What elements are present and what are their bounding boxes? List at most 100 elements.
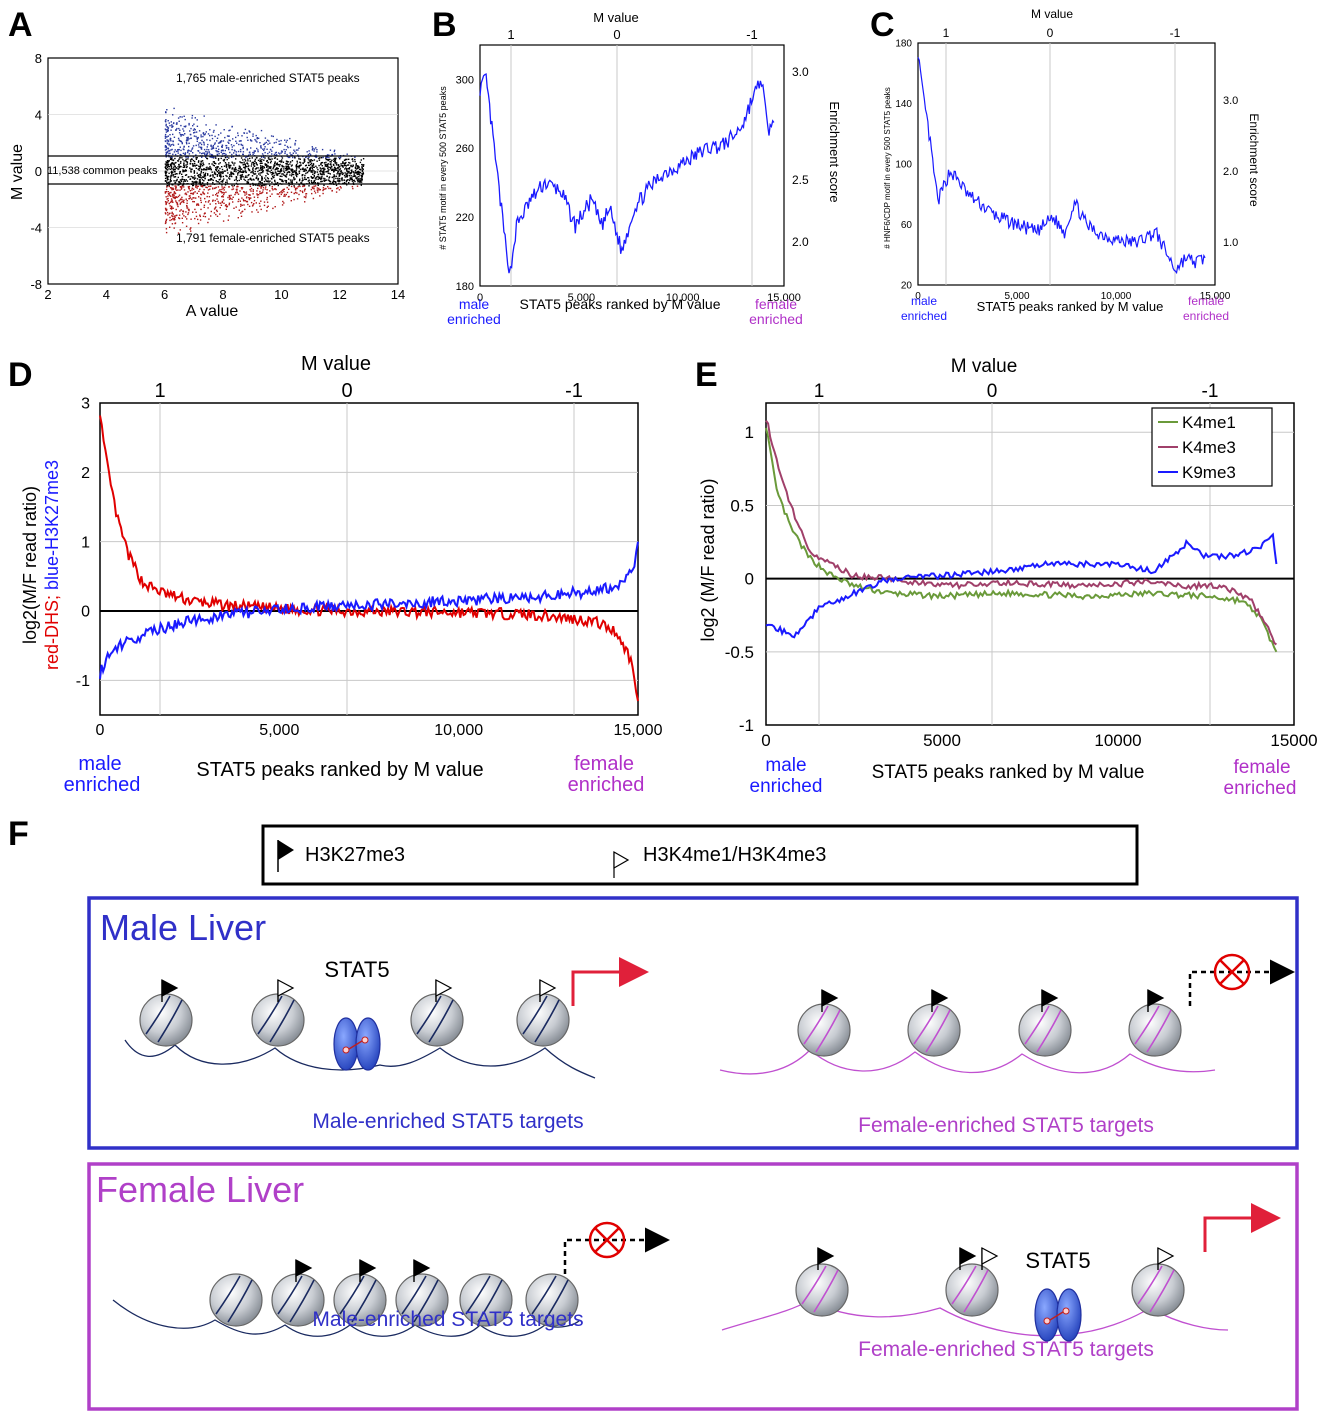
- a-point: [352, 160, 354, 162]
- nucleosome-dna-wrap: [913, 1005, 939, 1045]
- a-point: [257, 184, 259, 187]
- panel-a-ylabel: M value: [9, 144, 26, 200]
- a-point: [165, 221, 167, 224]
- a-point: [225, 204, 227, 207]
- a-point: [222, 175, 224, 178]
- a-point: [310, 160, 312, 162]
- a-point: [334, 158, 337, 161]
- a-point: [180, 160, 182, 163]
- a-point: [228, 202, 231, 204]
- a-point: [225, 153, 227, 156]
- a-point: [314, 171, 317, 173]
- a-point: [165, 111, 167, 113]
- a-point: [283, 190, 285, 193]
- a-point: [201, 163, 203, 165]
- a-point: [169, 139, 171, 141]
- a-point: [311, 146, 313, 148]
- a-point: [255, 177, 257, 180]
- a-point: [193, 192, 195, 194]
- a-point: [229, 197, 232, 200]
- panel-c-female-label: female: [1188, 294, 1224, 308]
- h3k27me3-flag-icon: [821, 989, 839, 1007]
- a-point: [333, 174, 335, 176]
- a-point: [300, 182, 302, 184]
- a-point: [193, 160, 196, 163]
- a-point: [323, 184, 325, 186]
- panel-e-xlabel: STAT5 peaks ranked by M value: [872, 762, 1145, 783]
- a-point: [177, 168, 179, 170]
- a-point: [210, 148, 213, 150]
- a-point: [174, 176, 177, 178]
- h3k27me3-flag-icon: [1147, 989, 1165, 1007]
- a-point: [283, 168, 285, 170]
- a-point: [253, 199, 256, 202]
- a-point: [168, 202, 171, 205]
- a-point: [281, 179, 284, 182]
- a-point: [242, 171, 244, 174]
- a-point: [272, 173, 274, 175]
- a-point: [283, 193, 286, 196]
- a-point: [208, 167, 210, 169]
- common-peaks-annotation: 11,538 common peaks: [47, 165, 158, 177]
- a-point: [322, 156, 324, 159]
- a-point: [244, 166, 246, 169]
- a-point: [267, 168, 269, 170]
- a-point: [189, 159, 192, 161]
- a-point: [360, 159, 362, 161]
- a-point: [263, 204, 266, 207]
- a-point: [278, 160, 281, 162]
- a-point: [227, 196, 229, 199]
- a-point: [195, 211, 197, 213]
- a-point: [172, 133, 174, 136]
- a-point: [192, 211, 194, 213]
- a-point: [223, 186, 225, 188]
- a-point: [277, 193, 280, 195]
- a-point: [173, 136, 176, 138]
- a-point: [206, 157, 208, 159]
- a-point: [207, 207, 209, 209]
- a-ytick-label: 8: [35, 51, 42, 66]
- a-point: [279, 178, 282, 181]
- a-point: [188, 153, 191, 155]
- filled-flag-icon: [277, 840, 294, 872]
- a-point: [175, 201, 178, 204]
- a-point: [214, 207, 216, 209]
- a-point: [179, 182, 182, 184]
- a-point: [223, 189, 225, 191]
- ytick-label: 220: [456, 212, 474, 224]
- a-point: [190, 137, 192, 140]
- a-point: [164, 137, 167, 139]
- a-point: [176, 180, 178, 182]
- a-point: [273, 142, 275, 144]
- a-point: [253, 196, 256, 198]
- a-point: [177, 160, 179, 162]
- panel-c-xlabel: STAT5 peaks ranked by M value: [977, 299, 1164, 314]
- series-line-0: [917, 57, 1206, 275]
- a-point: [216, 210, 218, 213]
- a-point: [359, 177, 361, 180]
- a-point: [354, 160, 356, 163]
- a-point: [334, 162, 336, 164]
- a-point: [219, 202, 222, 204]
- a-point: [192, 129, 195, 131]
- a-point: [249, 160, 251, 162]
- a-point: [200, 201, 202, 204]
- a-point: [213, 165, 215, 167]
- a-point: [337, 165, 340, 167]
- a-point: [195, 215, 198, 218]
- a-point: [276, 138, 278, 141]
- a-point: [332, 180, 335, 182]
- a-point: [208, 163, 210, 165]
- a-point: [218, 182, 221, 184]
- a-point: [213, 171, 216, 173]
- a-point: [249, 177, 252, 179]
- ytick-label: 180: [895, 39, 912, 50]
- a-point: [201, 139, 203, 142]
- a-point: [223, 192, 225, 194]
- a-point: [310, 176, 313, 178]
- male-liver-scene: [124, 953, 1295, 1079]
- a-point: [236, 142, 238, 144]
- a-point: [225, 208, 227, 210]
- a-point: [214, 156, 217, 158]
- a-point: [190, 175, 192, 178]
